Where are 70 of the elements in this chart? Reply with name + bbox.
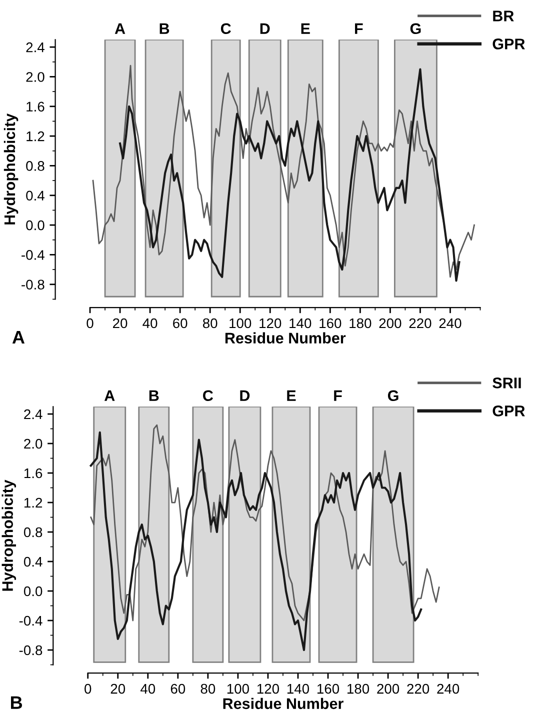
- band-label: A: [104, 390, 115, 401]
- x-tick-label: 140: [287, 684, 310, 694]
- x-tick-label: 40: [142, 318, 158, 328]
- x-axis-title: Residue Number: [225, 332, 346, 344]
- band-label: G: [410, 23, 421, 34]
- x-tick-label: 60: [173, 318, 188, 328]
- x-tick-label: 80: [202, 318, 218, 328]
- x-tick-label: 0: [84, 684, 92, 694]
- y-tick-label: -0.8: [22, 280, 44, 290]
- x-tick-label: 200: [377, 684, 400, 694]
- y-tick-label: 1.2: [26, 131, 44, 142]
- y-tick-label: 0.8: [26, 161, 44, 171]
- x-tick-label: 160: [320, 318, 342, 328]
- x-tick-label: 240: [437, 684, 460, 694]
- y-tick-label: 2.4: [26, 42, 44, 52]
- x-tick-label: 220: [409, 318, 432, 328]
- x-tick-label: 20: [110, 684, 126, 694]
- y-tick-label: 0.4: [24, 556, 42, 567]
- line-series: [90, 424, 440, 622]
- band-label: C: [220, 23, 231, 34]
- legend-label: SRII: [492, 378, 521, 388]
- band-label: E: [287, 390, 296, 401]
- y-tick-label: 1.6: [26, 102, 44, 112]
- y-tick-label: 2.0: [26, 72, 44, 82]
- y-tick-label: -0.4: [19, 616, 42, 626]
- x-tick-label: 180: [350, 318, 372, 328]
- x-tick-label: 20: [113, 318, 128, 328]
- x-tick-label: 200: [379, 318, 402, 328]
- band-label: B: [149, 390, 159, 401]
- x-tick-label: 220: [407, 684, 430, 694]
- band-label: A: [114, 23, 126, 34]
- y-axis-title: Hydrophobicity: [4, 113, 18, 224]
- band-label: F: [334, 390, 342, 401]
- text: A: [12, 331, 25, 344]
- band-label: F: [355, 23, 363, 34]
- x-tick-label: 80: [200, 684, 216, 694]
- y-tick-label: 1.2: [24, 498, 42, 508]
- y-tick-label: 0.4: [26, 190, 44, 201]
- legend-label: GPR: [492, 38, 525, 50]
- x-tick-label: 60: [170, 684, 186, 694]
- y-tick-label: 0.8: [24, 527, 42, 538]
- band-label: D: [260, 23, 270, 34]
- text: B: [11, 696, 22, 709]
- band-label: B: [160, 23, 170, 34]
- x-tick-label: 100: [227, 684, 249, 694]
- y-tick-label: 2.4: [24, 409, 42, 420]
- y-axis-title: Hydrophobicity: [2, 480, 16, 591]
- y-tick-label: 0.0: [24, 586, 42, 596]
- band-label: D: [240, 390, 250, 401]
- x-tick-label: 120: [257, 684, 280, 694]
- x-tick-label: 240: [439, 318, 462, 328]
- legend-label: BR: [493, 10, 514, 22]
- line-series: [90, 431, 422, 652]
- y-tick-label: 1.6: [24, 468, 42, 478]
- x-tick-label: 180: [347, 684, 370, 694]
- x-tick-label: 140: [290, 318, 312, 328]
- x-tick-label: 0: [86, 318, 94, 328]
- band-label: E: [301, 23, 310, 34]
- x-tick-label: 160: [317, 684, 340, 694]
- band-label: C: [203, 390, 214, 402]
- band-label: G: [388, 390, 398, 402]
- y-tick-label: -0.8: [19, 645, 42, 656]
- x-tick-label: 40: [140, 684, 156, 694]
- x-tick-label: 100: [230, 318, 252, 328]
- x-tick-label: 120: [260, 318, 282, 328]
- y-tick-label: -0.4: [22, 250, 44, 260]
- x-axis-title: Residue Number: [223, 698, 344, 710]
- y-tick-label: 0.0: [26, 220, 44, 230]
- legend-label: GPR: [492, 406, 525, 416]
- y-tick-label: 2.0: [24, 438, 42, 449]
